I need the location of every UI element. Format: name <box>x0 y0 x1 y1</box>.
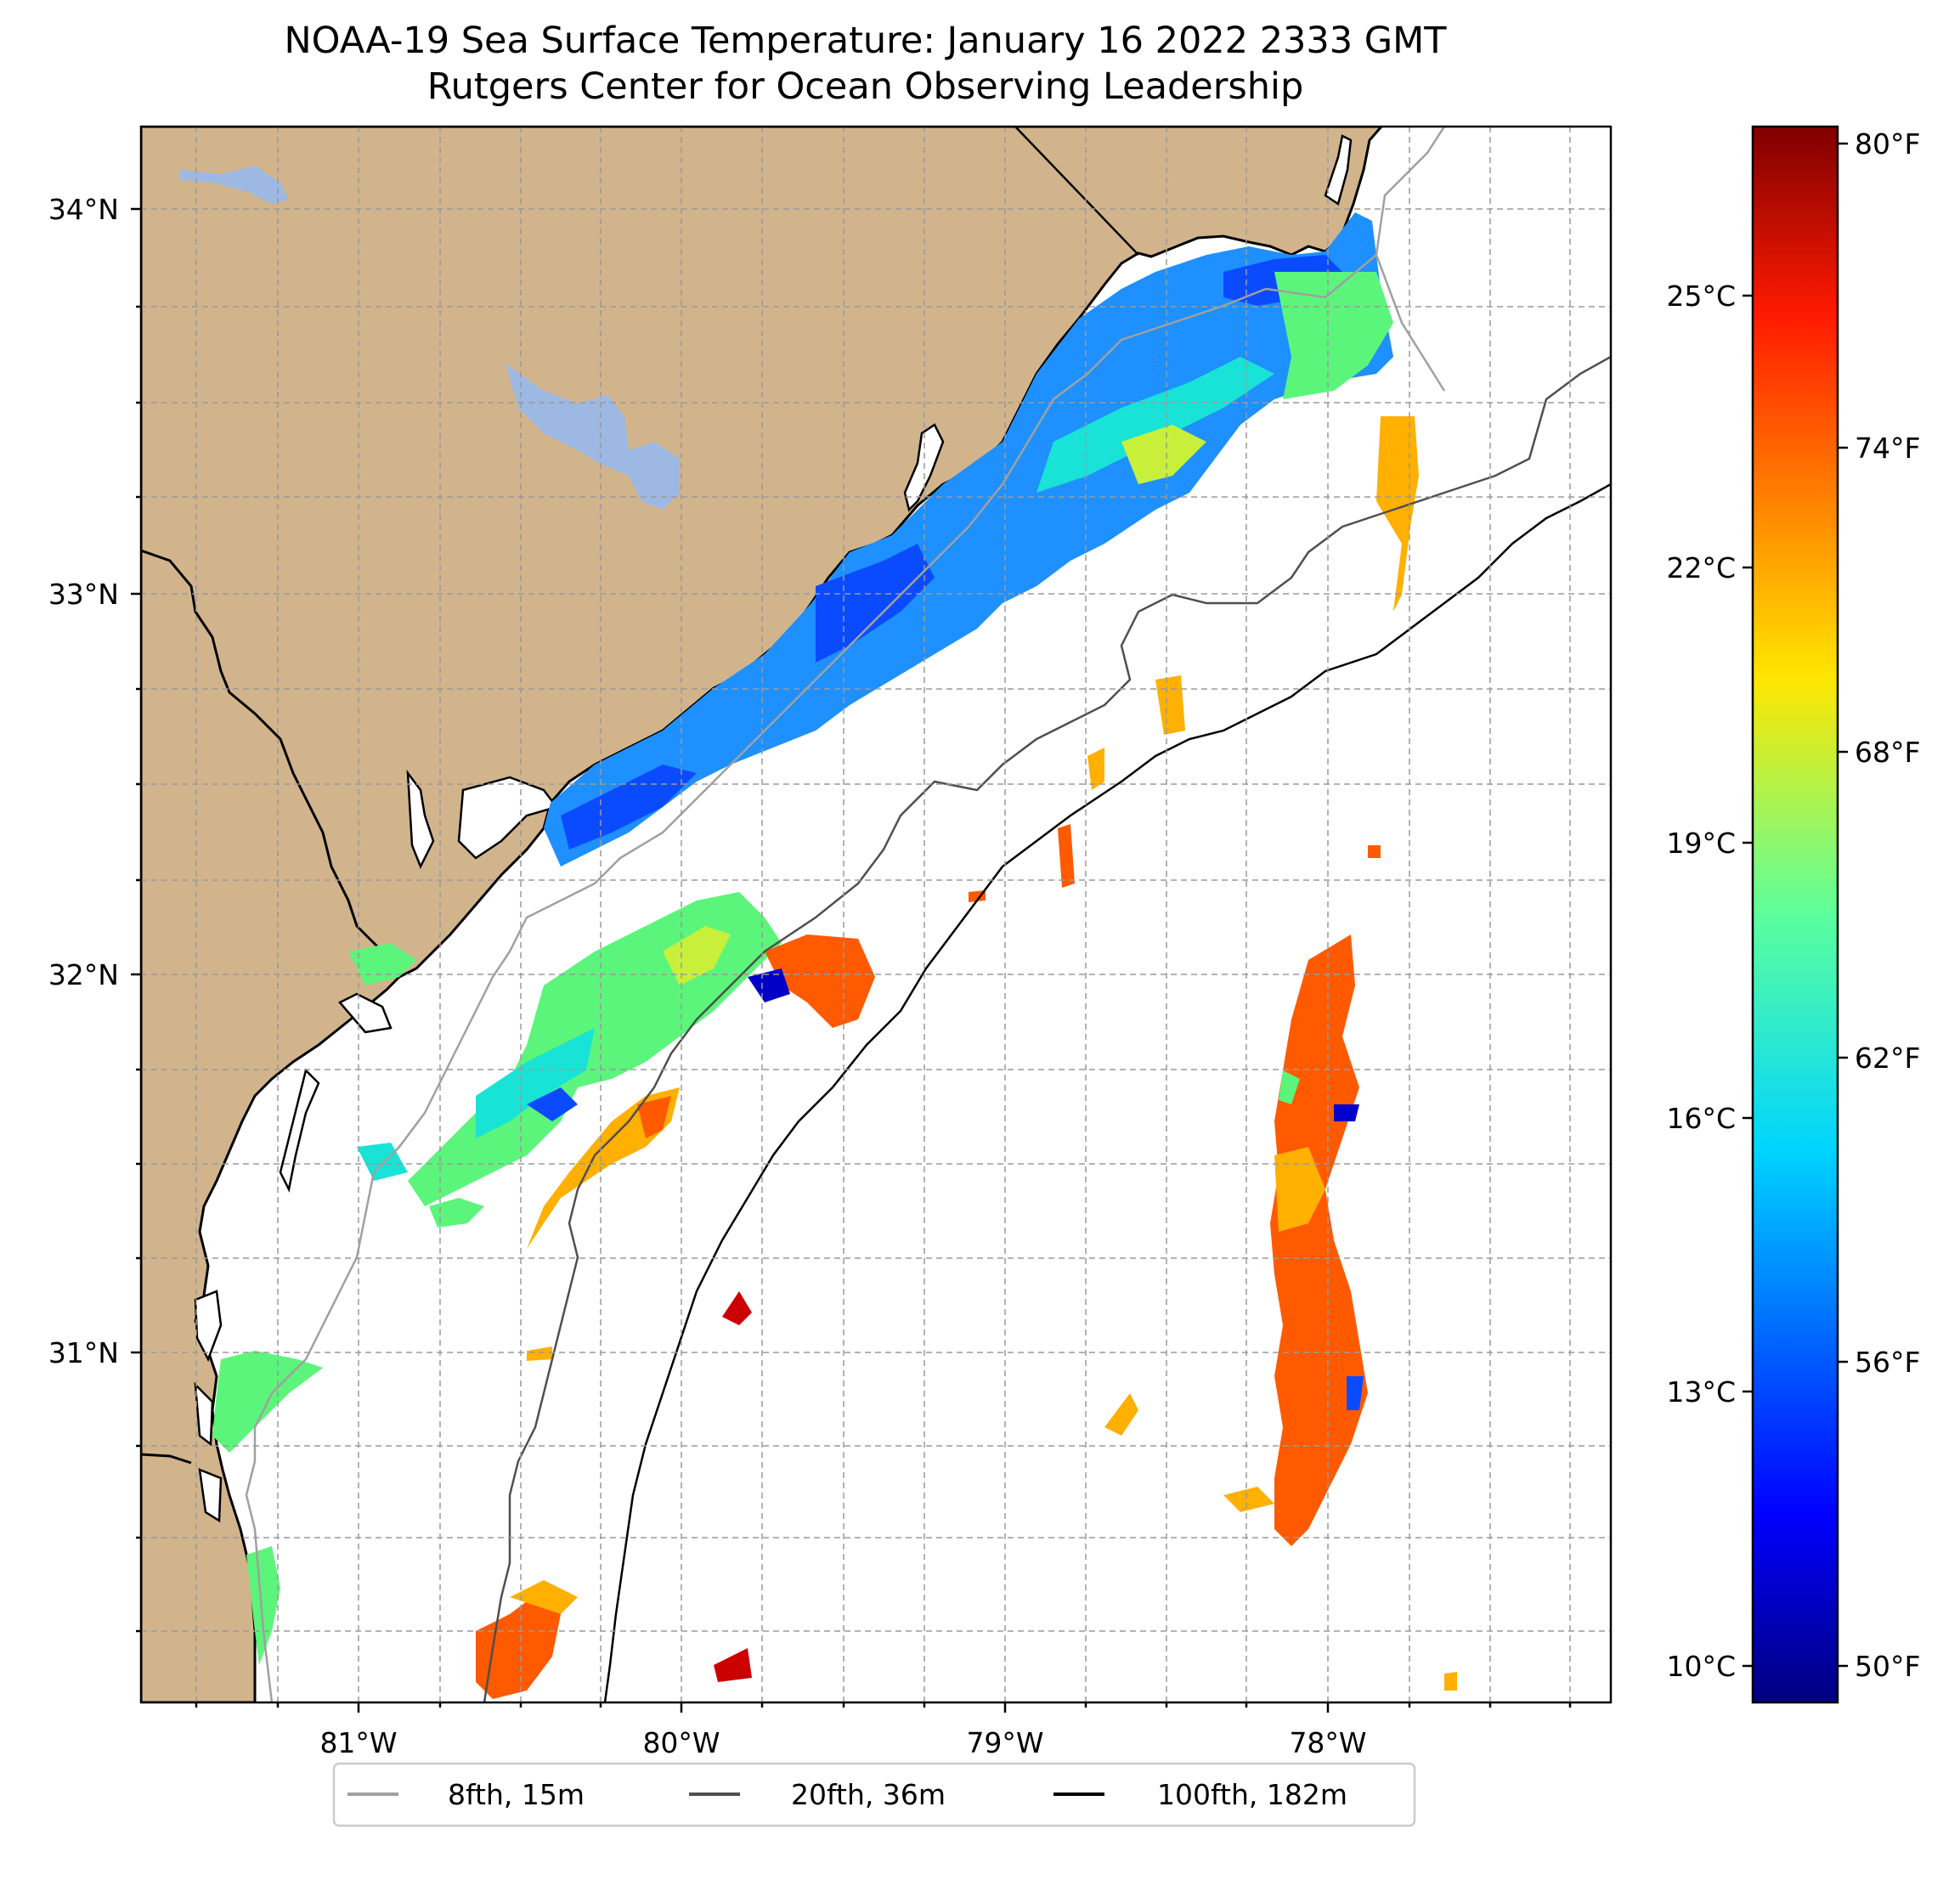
colorbar-fahrenheit-labels: 80°F 74°F 68°F 62°F 56°F 50°F <box>1855 127 1920 1683</box>
legend-label-100fth: 100fth, 182m <box>1157 1778 1347 1811</box>
fahrenheit-label: 68°F <box>1855 736 1920 769</box>
sst-patches <box>212 212 1457 1699</box>
contour-100fth <box>603 483 1611 1702</box>
axis-ticks <box>131 207 1572 1713</box>
legend: 8fth, 15m 20fth, 36m 100fth, 182m <box>332 1762 1416 1827</box>
figure-title-line1: NOAA-19 Sea Surface Temperature: January… <box>284 20 1447 62</box>
map-area <box>141 127 1611 1702</box>
contour-20fth <box>483 355 1611 1702</box>
state-border-sc-ga <box>141 549 393 962</box>
lon-label: 81°W <box>319 1726 397 1759</box>
legend-label-20fth: 20fth, 36m <box>791 1778 946 1811</box>
lat-label: 31°N <box>48 1336 119 1369</box>
fahrenheit-label: 74°F <box>1855 432 1920 465</box>
celsius-label: 22°C <box>1666 551 1736 584</box>
fahrenheit-label: 56°F <box>1855 1346 1920 1379</box>
colorbar <box>1751 125 1839 1704</box>
celsius-label: 25°C <box>1666 279 1736 313</box>
lat-label: 33°N <box>48 578 119 611</box>
fahrenheit-label: 80°F <box>1855 127 1920 161</box>
lat-label: 32°N <box>48 958 119 991</box>
legend-label-8fth: 8fth, 15m <box>448 1778 585 1811</box>
celsius-label: 13°C <box>1666 1375 1736 1409</box>
longitude-labels: 81°W 80°W 79°W 78°W <box>319 1726 1366 1759</box>
gridlines <box>141 127 1611 1702</box>
state-border-nc-sc <box>1014 127 1139 256</box>
lon-label: 78°W <box>1289 1726 1366 1759</box>
figure-title-line2: Rutgers Center for Ocean Observing Leade… <box>426 65 1304 108</box>
fahrenheit-label: 62°F <box>1855 1042 1920 1075</box>
lakes <box>178 166 680 510</box>
legend-box <box>332 1762 1416 1827</box>
latitude-labels: 34°N 33°N 32°N 31°N <box>48 193 119 1369</box>
colorbar-ticks <box>1743 142 1848 1668</box>
celsius-label: 19°C <box>1666 827 1736 860</box>
colorbar-celsius-labels: 25°C 22°C 19°C 16°C 13°C 10°C <box>1666 279 1736 1683</box>
celsius-label: 10°C <box>1666 1650 1736 1683</box>
map-frame <box>139 125 1613 1704</box>
celsius-label: 16°C <box>1666 1102 1736 1135</box>
lon-label: 80°W <box>642 1726 720 1759</box>
lon-label: 79°W <box>966 1726 1043 1759</box>
state-border-ga-fl <box>141 1453 192 1465</box>
fahrenheit-label: 50°F <box>1855 1650 1920 1683</box>
lat-label: 34°N <box>48 193 119 226</box>
